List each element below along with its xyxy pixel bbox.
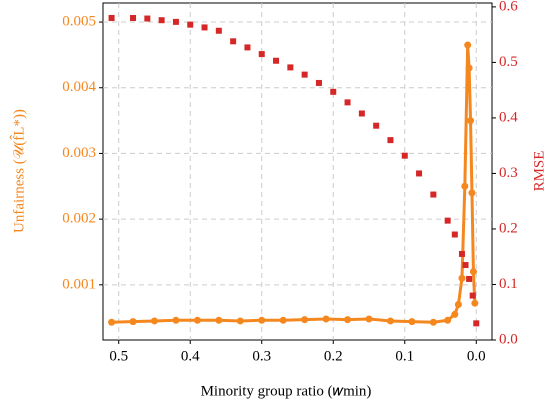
- rmse-point: [469, 292, 476, 299]
- y-tick-label: 0.005: [62, 13, 96, 29]
- rmse-point: [244, 44, 251, 51]
- x-tick-label: 0.2: [324, 348, 343, 364]
- rmse-point: [330, 88, 337, 95]
- unfairness-point: [322, 315, 330, 323]
- unfairness-point: [365, 315, 373, 323]
- unfairness-point: [386, 317, 394, 325]
- unfairness-point: [279, 316, 287, 324]
- rmse-point: [215, 27, 222, 34]
- rmse-point: [187, 21, 194, 28]
- unfairness-point: [301, 316, 309, 324]
- rmse-point: [358, 110, 365, 117]
- y2-tick-label: 0.3: [499, 165, 518, 181]
- unfairness-point: [193, 316, 201, 324]
- unfairness-point: [465, 64, 473, 72]
- x-tick-label: 0.1: [395, 348, 414, 364]
- y2-tick-label: 0.4: [499, 109, 518, 125]
- unfairness-point: [464, 41, 472, 49]
- unfairness-point: [344, 316, 352, 324]
- rmse-point: [287, 64, 294, 71]
- x-tick-label: 0.0: [467, 348, 486, 364]
- y2-tick-label: 0.0: [499, 331, 518, 347]
- unfairness-point: [461, 182, 469, 190]
- y2-tick-label: 0.1: [499, 276, 518, 292]
- unfairness-point: [458, 274, 466, 282]
- rmse-point: [344, 99, 351, 106]
- rmse-point: [444, 217, 451, 224]
- unfairness-point: [172, 316, 180, 324]
- unfairness-point: [108, 318, 116, 326]
- rmse-point: [430, 191, 437, 198]
- x-tick-label: 0.5: [109, 348, 128, 364]
- unfairness-point: [454, 301, 462, 309]
- rmse-point: [458, 250, 465, 257]
- unfairness-point: [150, 317, 158, 325]
- unfairness-point: [468, 189, 476, 197]
- unfairness-point: [471, 299, 479, 307]
- y-tick-label: 0.004: [62, 79, 96, 95]
- rmse-point: [273, 57, 280, 64]
- rmse-point: [144, 15, 151, 22]
- rmse-point: [473, 320, 480, 327]
- unfairness-point: [215, 316, 223, 324]
- unfairness-point: [129, 318, 137, 326]
- y2-tick-label: 0.2: [499, 220, 518, 236]
- rmse-point: [130, 14, 137, 21]
- x-tick-label: 0.4: [181, 348, 200, 364]
- y-tick-label: 0.001: [62, 276, 96, 292]
- y-tick-label: 0.003: [62, 145, 96, 161]
- y-axis-label: Unfairness (𝒰(f̂L*)): [10, 109, 28, 233]
- unfairness-point: [258, 316, 266, 324]
- y-tick-label: 0.002: [62, 211, 96, 227]
- rmse-point: [201, 24, 208, 31]
- rmse-point: [258, 51, 265, 58]
- unfairness-point: [236, 317, 244, 325]
- y2-tick-label: 0.5: [499, 54, 518, 70]
- rmse-point: [451, 231, 458, 238]
- plot-frame: [102, 2, 493, 341]
- rmse-point: [462, 262, 469, 269]
- unfairness-point: [469, 268, 477, 276]
- unfairness-point: [451, 310, 459, 318]
- x-axis-label: Minority group ratio (𝑤min): [201, 383, 372, 399]
- y2-tick-label: 0.6: [499, 0, 518, 14]
- rmse-point: [158, 17, 165, 24]
- unfairness-point: [429, 318, 437, 326]
- rmse-point: [172, 18, 179, 25]
- rmse-point: [466, 275, 473, 282]
- rmse-point: [416, 170, 423, 177]
- y2-axis-label: RMSE: [531, 151, 547, 192]
- rmse-point: [387, 137, 394, 144]
- rmse-point: [401, 152, 408, 159]
- rmse-point: [230, 38, 237, 45]
- unfairness-point: [408, 318, 416, 326]
- rmse-point: [315, 79, 322, 86]
- rmse-point: [108, 14, 115, 21]
- rmse-point: [373, 122, 380, 129]
- unfairness-point: [444, 316, 452, 324]
- unfairness-point: [467, 117, 475, 125]
- unfairness-line: [111, 44, 477, 324]
- x-tick-label: 0.3: [252, 348, 271, 364]
- rmse-point: [301, 71, 308, 78]
